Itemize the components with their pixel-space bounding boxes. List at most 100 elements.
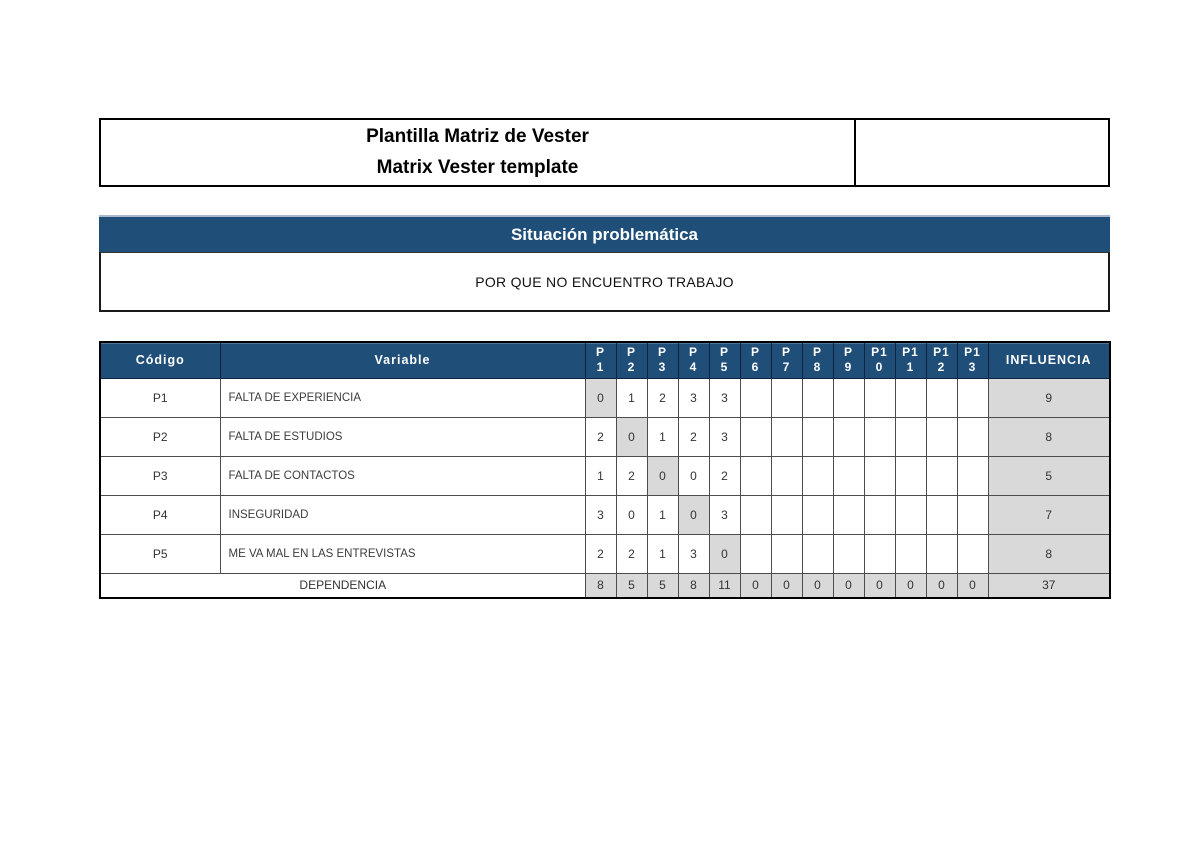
column-header-p6: P 6 (739, 341, 772, 379)
value-cell-p1-p1: 0 (584, 377, 617, 418)
value-cell-p2-p10 (863, 416, 896, 457)
codigo-cell: P4 (99, 494, 221, 535)
value-cell-p5-p11 (894, 533, 927, 574)
value-cell-p3-p7 (770, 455, 803, 496)
matrix-row-p5: P5 ME VA MAL EN LAS ENTREVISTAS 2 2 1 3 0 8 (99, 533, 1111, 574)
column-header-p4: P 4 (677, 341, 710, 379)
value-cell-p1-p4: 3 (677, 377, 710, 418)
value-cell-p1-p8 (801, 377, 834, 418)
value-cell-p1-p5: 3 (708, 377, 741, 418)
value-cell-p5-p13 (956, 533, 989, 574)
column-header-p5: P 5 (708, 341, 741, 379)
column-header-p7: P 7 (770, 341, 803, 379)
value-cell-p5-p5: 0 (708, 533, 741, 574)
value-cell-p5-p6 (739, 533, 772, 574)
column-header-p11: P1 1 (894, 341, 927, 379)
situation-value-text: POR QUE NO ENCUENTRO TRABAJO (475, 273, 734, 290)
value-cell-p1-p10 (863, 377, 896, 418)
value-cell-p3-p10 (863, 455, 896, 496)
value-cell-p2-p8 (801, 416, 834, 457)
value-cell-p4-p13 (956, 494, 989, 535)
value-cell-p4-p9 (832, 494, 865, 535)
dependencia-row: DEPENDENCIA 8 5 5 8 11 0 0 0 0 0 0 0 0 37 (99, 572, 1111, 599)
value-cell-p4-p11 (894, 494, 927, 535)
value-cell-p1-p6 (739, 377, 772, 418)
influencia-cell-p5: 8 (987, 533, 1111, 574)
dependencia-value-cell-p6: 0 (739, 572, 772, 599)
column-header-p9: P 9 (832, 341, 865, 379)
column-header-p1: P 1 (584, 341, 617, 379)
value-cell-p1-p3: 2 (646, 377, 679, 418)
value-cell-p2-p4: 2 (677, 416, 710, 457)
dependencia-value-cell-p12: 0 (925, 572, 958, 599)
influencia-cell-p4: 7 (987, 494, 1111, 535)
dependencia-label: DEPENDENCIA (99, 572, 586, 599)
matrix-row-p3: P3 FALTA DE CONTACTOS 1 2 0 0 2 5 (99, 455, 1111, 496)
value-cell-p3-p13 (956, 455, 989, 496)
variable-cell: FALTA DE ESTUDIOS (219, 416, 586, 457)
codigo-cell: P5 (99, 533, 221, 574)
document-title-line2: Matrix Vester template (376, 156, 579, 178)
variable-cell: FALTA DE CONTACTOS (219, 455, 586, 496)
matrix-row-p1: P1 FALTA DE EXPERIENCIA 0 1 2 3 3 9 (99, 377, 1111, 418)
matrix-row-p4: P4 INSEGURIDAD 3 0 1 0 3 7 (99, 494, 1111, 535)
value-cell-p3-p9 (832, 455, 865, 496)
value-cell-p3-p4: 0 (677, 455, 710, 496)
codigo-cell: P2 (99, 416, 221, 457)
value-cell-p3-p6 (739, 455, 772, 496)
value-cell-p4-p2: 0 (615, 494, 648, 535)
value-cell-p3-p8 (801, 455, 834, 496)
value-cell-p2-p13 (956, 416, 989, 457)
influencia-cell-p1: 9 (987, 377, 1111, 418)
column-header-p13: P1 3 (956, 341, 989, 379)
influencia-cell-p3: 5 (987, 455, 1111, 496)
variable-cell: FALTA DE EXPERIENCIA (219, 377, 586, 418)
variable-cell: ME VA MAL EN LAS ENTREVISTAS (219, 533, 586, 574)
column-header-influencia: INFLUENCIA (987, 341, 1111, 379)
value-cell-p3-p11 (894, 455, 927, 496)
variable-cell: INSEGURIDAD (219, 494, 586, 535)
column-header-p2: P 2 (615, 341, 648, 379)
column-header-p8: P 8 (801, 341, 834, 379)
dependencia-value-cell-p11: 0 (894, 572, 927, 599)
value-cell-p1-p7 (770, 377, 803, 418)
value-cell-p5-p8 (801, 533, 834, 574)
dependencia-value-cell-p9: 0 (832, 572, 865, 599)
value-cell-p3-p12 (925, 455, 958, 496)
codigo-cell: P3 (99, 455, 221, 496)
value-cell-p1-p12 (925, 377, 958, 418)
value-cell-p4-p8 (801, 494, 834, 535)
document-title: Plantilla Matriz de Vester Matrix Vester… (101, 120, 856, 185)
value-cell-p1-p2: 1 (615, 377, 648, 418)
value-cell-p4-p10 (863, 494, 896, 535)
value-cell-p4-p5: 3 (708, 494, 741, 535)
value-cell-p4-p4: 0 (677, 494, 710, 535)
value-cell-p4-p1: 3 (584, 494, 617, 535)
value-cell-p5-p9 (832, 533, 865, 574)
value-cell-p2-p11 (894, 416, 927, 457)
dependencia-value-cell-p1: 8 (584, 572, 617, 599)
value-cell-p2-p7 (770, 416, 803, 457)
situation-header-title: Situación problemática (510, 224, 699, 244)
value-cell-p2-p5: 3 (708, 416, 741, 457)
dependencia-value-cell-p13: 0 (956, 572, 989, 599)
value-cell-p4-p12 (925, 494, 958, 535)
value-cell-p2-p12 (925, 416, 958, 457)
dependencia-value-cell-p10: 0 (863, 572, 896, 599)
value-cell-p3-p3: 0 (646, 455, 679, 496)
column-header-variable: Variable (219, 341, 586, 379)
document-title-line1: Plantilla Matriz de Vester (366, 126, 589, 148)
value-cell-p5-p1: 2 (584, 533, 617, 574)
column-header-codigo: Código (99, 341, 221, 379)
title-box: Plantilla Matriz de Vester Matrix Vester… (99, 118, 1110, 187)
value-cell-p4-p3: 1 (646, 494, 679, 535)
situation-header-bar: Situación problemática (99, 215, 1110, 252)
value-cell-p5-p7 (770, 533, 803, 574)
value-cell-p2-p6 (739, 416, 772, 457)
value-cell-p1-p9 (832, 377, 865, 418)
value-cell-p5-p4: 3 (677, 533, 710, 574)
value-cell-p5-p12 (925, 533, 958, 574)
